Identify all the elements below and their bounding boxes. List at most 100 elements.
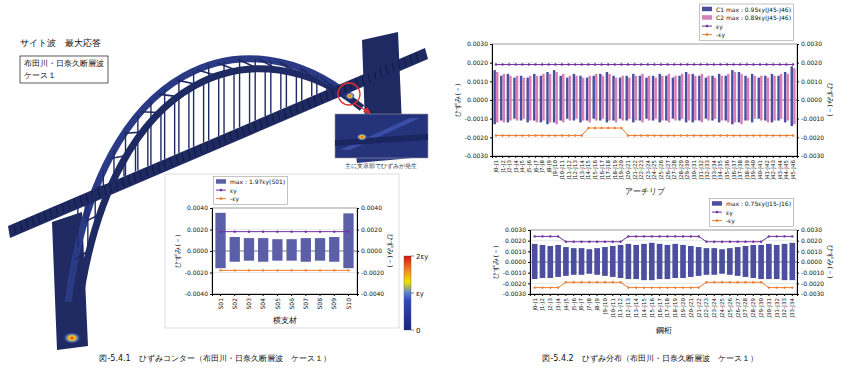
bar	[520, 76, 522, 100]
tick-label: J32-J33	[781, 298, 788, 319]
bar	[668, 74, 670, 100]
marker	[619, 241, 621, 243]
tick: S01	[217, 294, 224, 309]
tick-label: J10-J11	[610, 298, 617, 319]
marker	[627, 235, 629, 237]
bar	[777, 100, 779, 121]
marker	[736, 281, 738, 283]
tick: -0.0010	[797, 269, 824, 276]
bar	[648, 100, 650, 121]
tick-label: S04	[259, 298, 266, 310]
marker	[534, 63, 536, 65]
bar	[771, 74, 773, 100]
deck-hatch	[386, 66, 388, 75]
bar	[701, 74, 703, 100]
tick: J45-J46	[790, 156, 797, 181]
hanger	[286, 64, 287, 108]
bar	[668, 100, 670, 122]
legend-marker	[706, 33, 709, 36]
marker	[760, 241, 762, 243]
bar	[509, 76, 511, 100]
tick-label: J29-J30	[758, 298, 765, 319]
tick-label: -0.0030	[465, 152, 488, 159]
bar	[549, 100, 551, 122]
tick: J14-J15	[641, 294, 648, 319]
bar	[750, 245, 756, 262]
marker	[666, 235, 668, 237]
tick-label: 0.0000	[505, 258, 526, 265]
marker	[647, 134, 649, 136]
bar	[758, 245, 764, 262]
bar	[579, 100, 581, 122]
tick: -0.0020	[797, 280, 824, 287]
bar	[718, 100, 720, 122]
tick-label: -0.0020	[503, 280, 526, 287]
hanger	[326, 85, 327, 90]
marker	[785, 134, 787, 136]
bar	[705, 100, 707, 119]
bar	[602, 262, 608, 276]
tick-mark	[490, 63, 492, 64]
tick-mark	[568, 156, 569, 158]
tick: S09	[330, 294, 337, 309]
marker	[549, 286, 551, 288]
bar	[738, 72, 740, 100]
bar	[503, 74, 505, 100]
tick-mark	[667, 156, 668, 158]
bar	[711, 248, 717, 262]
bar	[329, 237, 339, 251]
y-axis: -0.0030-0.0020-0.00100.00000.00100.00200…	[465, 40, 493, 159]
tick: S03	[245, 294, 252, 309]
deck-hatch	[182, 153, 184, 162]
marker	[333, 269, 335, 271]
tick-mark	[773, 156, 774, 158]
bar	[343, 213, 353, 251]
deck-hatch	[284, 109, 286, 118]
tick-label: 0.0020	[801, 59, 822, 66]
axis-line	[490, 45, 493, 157]
bar	[658, 100, 660, 122]
tick-mark	[490, 119, 492, 120]
tick-label: 0.0030	[505, 226, 526, 233]
bar	[704, 262, 710, 275]
tick-mark	[490, 156, 492, 157]
tick-mark	[334, 294, 335, 296]
tick-mark	[581, 294, 582, 296]
deck-hatch	[20, 222, 22, 231]
marker	[673, 63, 675, 65]
hanger	[331, 83, 332, 87]
marker	[666, 286, 668, 288]
marker	[779, 63, 781, 65]
bar	[731, 100, 733, 124]
marker	[596, 241, 598, 243]
deck-hatch	[86, 194, 88, 203]
tick-label: 0.0030	[801, 40, 822, 47]
tick-label: -0.0030	[503, 290, 526, 297]
y2-axis: -0.0030-0.0020-0.00100.00000.00100.00200…	[797, 226, 824, 297]
marker	[534, 134, 536, 136]
tick-label: 0.0010	[505, 248, 526, 255]
tick-mark	[357, 208, 359, 209]
bar	[540, 245, 546, 262]
brace	[124, 132, 142, 133]
marker	[783, 235, 785, 237]
tick-label: J18-J19	[672, 298, 679, 319]
deck-hatch	[218, 137, 220, 146]
tick-mark	[528, 241, 530, 242]
tick: J6-J7	[578, 294, 585, 312]
bar	[766, 244, 772, 262]
bar	[555, 262, 561, 277]
hanger	[125, 131, 126, 175]
tick-label: J3-J4	[555, 298, 562, 312]
marker	[719, 134, 721, 136]
deck-hatch	[350, 81, 352, 90]
axis-line	[531, 295, 798, 297]
bar	[782, 244, 788, 262]
marker	[673, 134, 675, 136]
marker	[666, 63, 668, 65]
tick-label: J5-J6	[571, 298, 578, 312]
legend-frame	[700, 4, 794, 41]
bar	[687, 100, 689, 121]
brace	[259, 59, 279, 70]
tick-mark	[558, 294, 559, 296]
